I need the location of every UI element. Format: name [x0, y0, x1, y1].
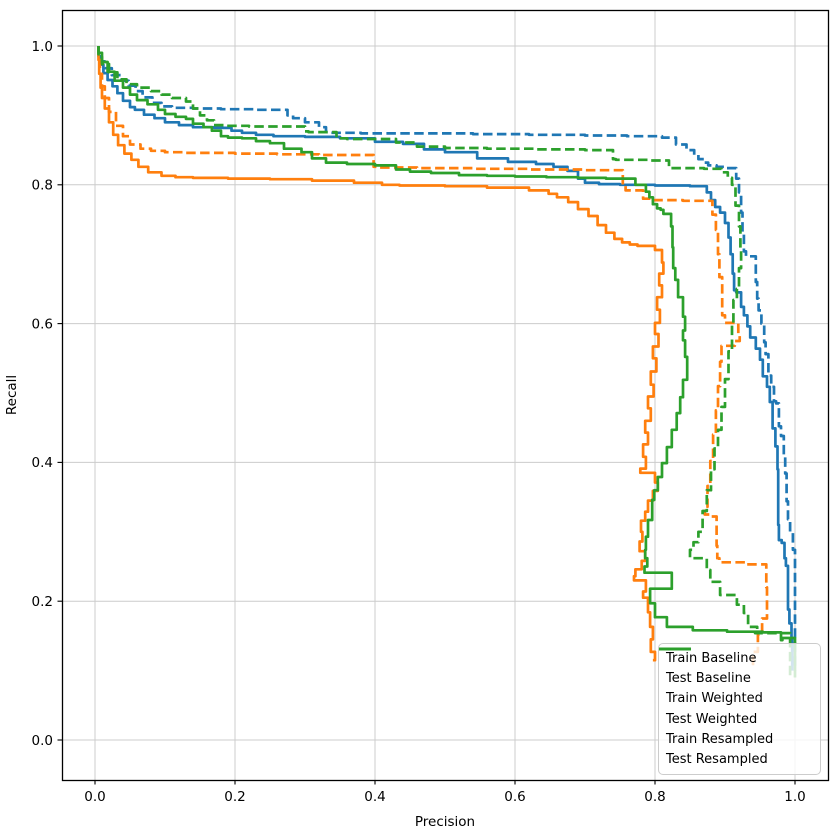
- x-tick-label: 0.6: [504, 789, 525, 805]
- y-axis-ticks: 0.0 0.2 0.4 0.6 0.8 1.0: [32, 39, 62, 749]
- series-lines: [97, 46, 797, 678]
- legend-label: Train Baseline: [666, 650, 757, 666]
- legend-label: Test Weighted: [666, 711, 758, 727]
- series-test-baseline: [97, 46, 797, 671]
- y-tick-label: 0.4: [32, 455, 53, 471]
- legend-item-train-resampled: Train Resampled: [659, 647, 813, 749]
- x-tick-label: 0.0: [84, 789, 105, 805]
- legend-label: Train Weighted: [666, 691, 763, 707]
- y-tick-label: 0.0: [32, 733, 53, 749]
- legend-item-train-weighted: Train Weighted: [659, 647, 813, 709]
- y-tick-label: 0.2: [32, 594, 53, 610]
- legend-label: Train Resampled: [666, 731, 774, 747]
- x-tick-label: 0.8: [644, 789, 665, 805]
- x-tick-label: 1.0: [784, 789, 805, 805]
- dashed-line-sample-icon: [659, 647, 691, 651]
- legend-item-test-resampled: Test Resampled: [659, 647, 813, 770]
- x-tick-label: 0.2: [224, 789, 245, 805]
- plot-border: [61, 9, 830, 782]
- legend-label: Test Resampled: [666, 752, 768, 768]
- y-tick-label: 0.6: [32, 316, 53, 332]
- legend-item-test-baseline: Test Baseline: [659, 647, 813, 689]
- x-tick-label: 0.4: [364, 789, 385, 805]
- legend: Train Baseline Test Baseline Train Weighte…: [658, 643, 821, 775]
- y-tick-label: 1.0: [32, 39, 53, 55]
- y-tick-label: 0.8: [32, 178, 53, 194]
- series-train-weighted: [97, 46, 665, 662]
- x-axis-ticks: 0.0 0.2 0.4 0.6 0.8 1.0: [84, 780, 806, 805]
- x-axis-label: Precision: [415, 814, 475, 830]
- series-test-weighted: [97, 46, 769, 668]
- legend-label: Test Baseline: [666, 671, 751, 687]
- series-test-resampled: [97, 46, 792, 678]
- legend-item-test-weighted: Test Weighted: [659, 647, 813, 729]
- series-train-resampled: [97, 46, 797, 678]
- y-axis-label: Recall: [4, 375, 20, 415]
